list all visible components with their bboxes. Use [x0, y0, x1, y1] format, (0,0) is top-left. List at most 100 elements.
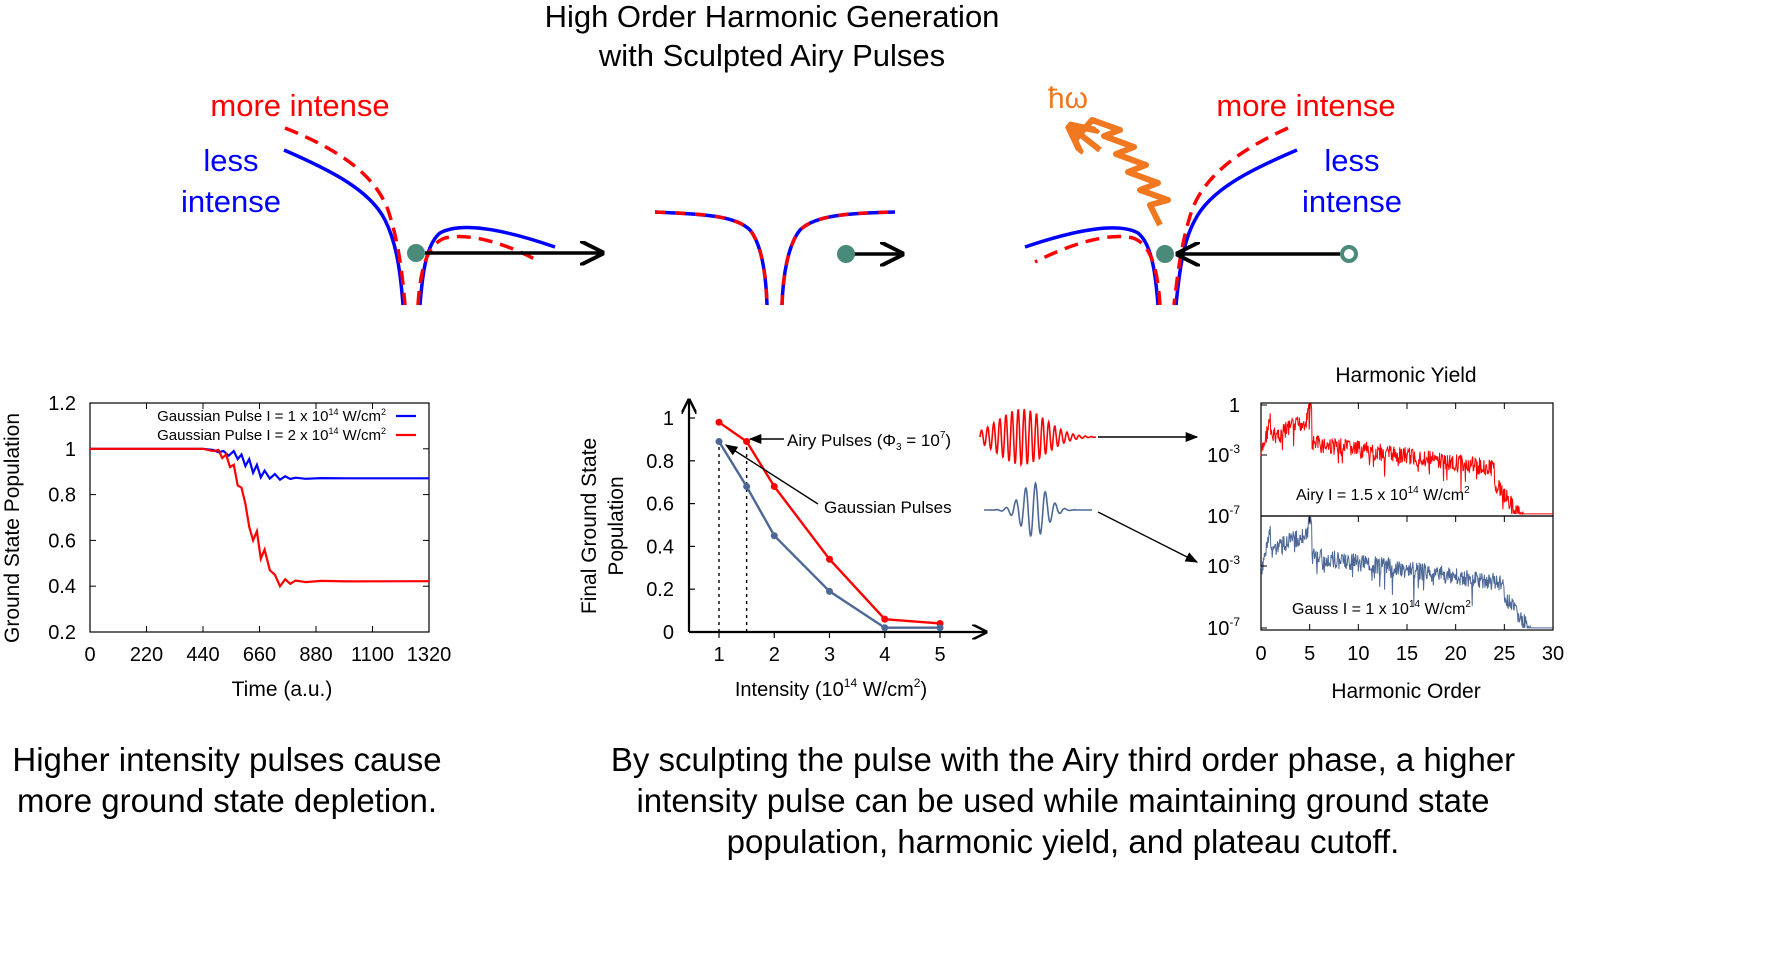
- figure-title-line2: with Sculpted Airy Pulses: [598, 38, 945, 73]
- chart2-point-0: [715, 418, 723, 426]
- chart1-x-tick-label: 0: [84, 644, 95, 666]
- chart1-x-tick-label: 440: [186, 644, 219, 666]
- left-electron: [407, 244, 425, 262]
- chart1-x-tick-label: 660: [243, 644, 276, 666]
- chart3-x-tick-label: 5: [1304, 643, 1315, 665]
- airy-annotation-label: Airy Pulses (Φ3 = 107): [787, 430, 951, 453]
- left-well-red-dashed-right: [416, 234, 541, 306]
- chart2-x-tick-label: 1: [713, 644, 724, 666]
- chart2-x-tick-label: 4: [879, 644, 890, 666]
- chart1-x-tick-label: 220: [130, 644, 163, 666]
- gauss-annotation-arrow: [724, 444, 819, 505]
- chart2-y-tick-label: 0.4: [646, 536, 674, 558]
- chart2-series-line-1: [717, 440, 940, 629]
- right-less-label-2: intense: [1302, 184, 1402, 219]
- photon-label: ħω: [1048, 82, 1088, 115]
- harmonic-yield-chart: Harmonic Yield 0 5 10 15 20 25 30 1 10-3 10-7 10-3…: [1207, 364, 1564, 703]
- chart2-point-0: [743, 438, 751, 446]
- chart3-top-panel-label: Airy I = 1.5 x 1014 W/cm2: [1296, 485, 1470, 504]
- chart1-legend-label-1: Gaussian Pulse I = 2 x 1014 W/cm2: [157, 426, 386, 444]
- chart2-y-tick-label: 0.8: [646, 451, 674, 473]
- chart1-y-tick-label: 1: [65, 439, 76, 461]
- right-electron-origin: [1340, 245, 1358, 263]
- middle-well-red: [654, 210, 769, 306]
- chart2-point-1: [743, 482, 751, 490]
- chart2-point-0: [770, 482, 778, 490]
- chart2-y-tick-label: 0.6: [646, 494, 674, 516]
- figure-canvas: High Order Harmonic Generation with Scul…: [1, 0, 1564, 703]
- chart1-legend: Gaussian Pulse I = 1 x 1014 W/cm2Gaussia…: [157, 407, 416, 444]
- chart1-y-tick-label: 0.2: [48, 622, 76, 644]
- chart2-y-tick-label: 0.2: [646, 579, 674, 601]
- right-electron: [1156, 245, 1174, 263]
- schematic-right: ħω more intense less intense: [1024, 82, 1402, 306]
- final-population-chart: 0 0.2 0.4 0.6 0.8 1 1 2 3 4 5 Final Ground State P…: [578, 400, 1199, 701]
- chart3-bottom-y-tick-label: 10-3: [1207, 553, 1240, 578]
- chart2-point-0: [826, 555, 833, 563]
- chart3-bottom-panel-label: Gauss I = 1 x 1014 W/cm2: [1292, 599, 1471, 618]
- right-less-label-1: less: [1324, 143, 1379, 178]
- airy-pulse-waveform: [979, 408, 1097, 468]
- chart3-xlabel: Harmonic Order: [1331, 680, 1480, 703]
- chart2-x-tick-label: 2: [769, 644, 780, 666]
- chart3-top-y-tick-label: 10-3: [1207, 442, 1240, 467]
- caption-left: Higher intensity pulses cause more groun…: [12, 741, 442, 819]
- left-well-blue-curve: [283, 148, 405, 306]
- chart3-x-tick-label: 30: [1542, 643, 1564, 665]
- ground-state-chart: 0.2 0.4 0.6 0.8 1 1.2 0 220 440 660 880 1100 1320 Gr…: [1, 393, 451, 701]
- figure-title-line1: High Order Harmonic Generation: [545, 0, 1000, 34]
- chart3-bottom-y-tick-label: 10-7: [1207, 615, 1240, 640]
- chart2-point-0: [881, 615, 889, 623]
- schematic-middle: [654, 210, 902, 306]
- chart2-point-1: [770, 532, 778, 540]
- gauss-to-spectrum-arrow: [1097, 511, 1199, 563]
- chart1-xlabel: Time (a.u.): [232, 678, 333, 701]
- chart3-x-tick-label: 25: [1493, 643, 1515, 665]
- chart3-title: Harmonic Yield: [1335, 364, 1476, 387]
- middle-well-blue: [654, 210, 769, 306]
- chart1-series-line-1: [90, 447, 430, 589]
- left-less-label-1: less: [203, 143, 258, 178]
- chart2-series-line-0: [718, 421, 941, 625]
- chart2-point-1: [826, 587, 833, 595]
- chart1-y-tick-label: 0.6: [48, 530, 76, 552]
- caption-right: By sculpting the pulse with the Airy thi…: [610, 741, 1516, 860]
- photon-arrow: [1072, 128, 1102, 150]
- schematic-left: more intense less intense: [181, 88, 602, 306]
- chart3-x-tick-label: 15: [1396, 643, 1418, 665]
- right-well-red-dashed: [1172, 126, 1289, 306]
- chart1-x-tick-label: 880: [299, 644, 332, 666]
- gaussian-pulse-waveform: [984, 481, 1092, 538]
- chart2-point-1: [881, 624, 889, 632]
- chart1-legend-label-0: Gaussian Pulse I = 1 x 1014 W/cm2: [157, 407, 386, 425]
- chart1-series-line-0: [90, 447, 429, 482]
- chart2-point-1: [936, 624, 944, 632]
- right-more-intense-label: more intense: [1216, 88, 1395, 123]
- chart1-ylabel: Ground State Population: [1, 413, 24, 643]
- middle-well-red-right: [780, 210, 896, 306]
- chart3-x-tick-label: 10: [1347, 643, 1369, 665]
- chart1-y-tick-label: 0.8: [48, 485, 76, 507]
- chart3-top-y-tick-label: 1: [1229, 395, 1240, 417]
- airy-spectrum-line: [1260, 403, 1553, 516]
- left-less-label-2: intense: [181, 184, 281, 219]
- chart2-ylabel-line1: Final Ground State: [578, 438, 601, 614]
- chart2-ylabel-line2: Population: [605, 476, 628, 575]
- chart1-y-tick-label: 1.2: [48, 393, 76, 415]
- chart1-y-tick-label: 0.4: [48, 576, 76, 598]
- chart3-x-tick-label: 0: [1255, 643, 1266, 665]
- chart2-y-tick-label: 1: [663, 408, 674, 430]
- left-more-intense-label: more intense: [210, 88, 389, 123]
- chart1-x-tick-label: 1320: [407, 644, 452, 666]
- gauss-annotation-label: Gaussian Pulses: [824, 498, 952, 517]
- chart2-point-1: [715, 438, 723, 446]
- chart2-y-tick-label: 0: [663, 622, 674, 644]
- chart2-xlabel: Intensity (1014 W/cm2): [735, 676, 927, 701]
- chart3-x-tick-label: 20: [1445, 643, 1467, 665]
- chart2-x-tick-label: 5: [934, 644, 945, 666]
- photon-wave: [1072, 117, 1171, 227]
- middle-electron: [837, 245, 855, 263]
- chart3-top-y-tick-label: 10-7: [1207, 503, 1240, 528]
- right-well-blue-curve: [1174, 148, 1298, 306]
- chart1-x-tick-label: 1100: [351, 644, 394, 666]
